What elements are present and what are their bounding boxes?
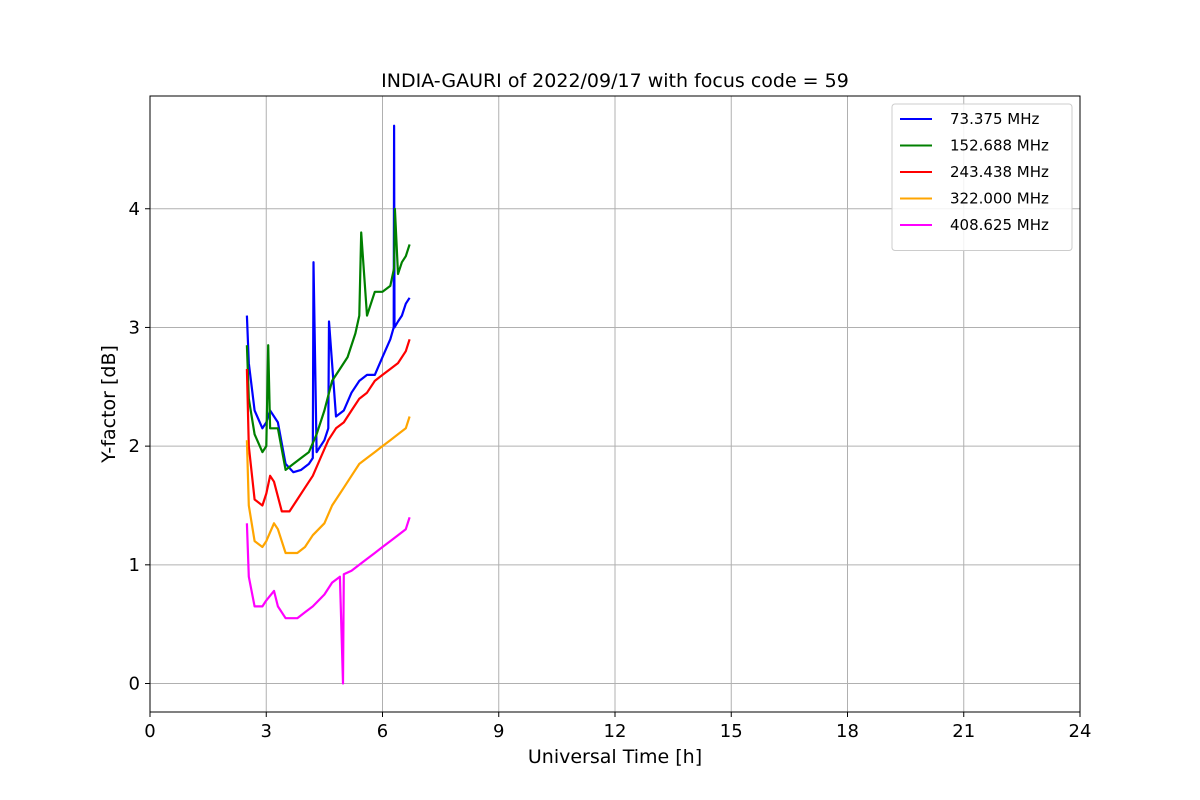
series-line-2 (245, 338, 411, 513)
series-line-3 (245, 416, 411, 555)
y-tick-label: 3 (129, 317, 140, 338)
y-tick-label: 0 (129, 674, 140, 695)
y-tick-label: 4 (129, 199, 140, 220)
legend-label: 408.625 MHz (950, 216, 1049, 234)
legend: 73.375 MHz 152.688 MHz 243.438 MHz 322.000 … (891, 103, 1073, 251)
series-line-0 (245, 124, 411, 474)
x-axis-ticks: 0 3 6 9 12 15 18 21 24 (144, 712, 1091, 742)
legend-label: 322.000 MHz (950, 190, 1049, 208)
series-layer (245, 124, 411, 685)
legend-label: 73.375 MHz (950, 110, 1039, 128)
x-tick-label: 6 (377, 721, 388, 742)
x-tick-label: 18 (836, 721, 859, 742)
x-tick-label: 24 (1069, 721, 1092, 742)
x-tick-label: 3 (261, 721, 272, 742)
x-tick-label: 9 (493, 721, 504, 742)
y-tick-label: 2 (129, 436, 140, 457)
legend-label: 243.438 MHz (950, 163, 1049, 181)
y-tick-label: 1 (129, 555, 140, 576)
chart-title: INDIA-GAURI of 2022/09/17 with focus cod… (381, 70, 849, 92)
legend-box (891, 103, 1073, 251)
series-line-1 (245, 207, 411, 471)
x-tick-label: 21 (952, 721, 975, 742)
x-tick-label: 15 (720, 721, 743, 742)
x-tick-label: 12 (604, 721, 627, 742)
x-tick-label: 0 (144, 721, 155, 742)
y-axis-ticks: 0 1 2 3 4 (129, 199, 150, 695)
legend-label: 152.688 MHz (950, 137, 1049, 155)
y-axis-label: Y-factor [dB] (98, 345, 120, 464)
x-axis-label: Universal Time [h] (528, 746, 702, 768)
series-line-4 (245, 516, 411, 685)
